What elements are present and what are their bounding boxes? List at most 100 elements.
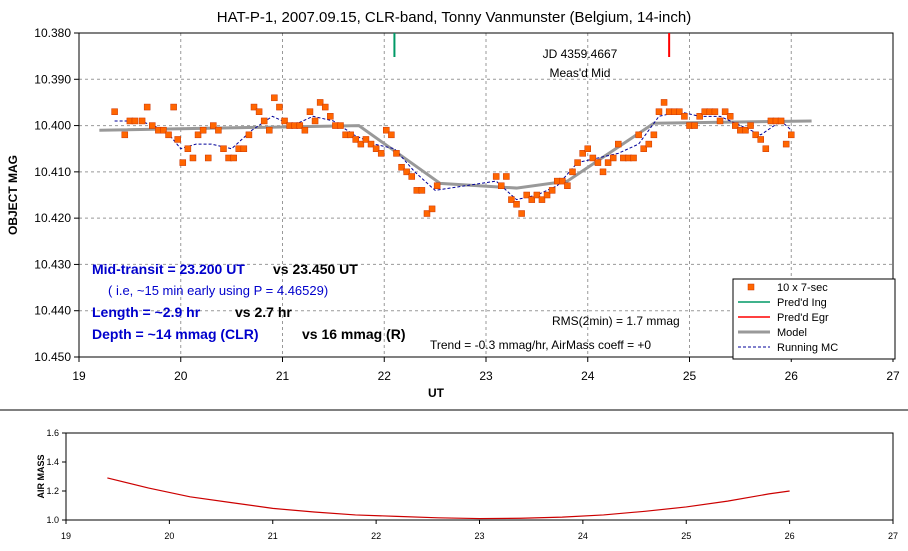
data-point bbox=[311, 117, 319, 125]
data-point bbox=[165, 131, 172, 139]
data-point bbox=[518, 210, 525, 217]
trend-text: Trend = -0.3 mmag/hr, AirMass coeff = +0 bbox=[430, 338, 651, 352]
data-point bbox=[255, 108, 263, 115]
mid-transit-text: Mid-transit = 23.200 UT bbox=[92, 261, 245, 277]
data-point bbox=[681, 113, 688, 120]
data-point bbox=[418, 187, 426, 194]
y-tick-label: 10.430 bbox=[34, 257, 71, 271]
data-point bbox=[788, 131, 795, 139]
data-point bbox=[630, 154, 637, 162]
data-point bbox=[271, 94, 278, 102]
data-point bbox=[301, 126, 309, 134]
data-point bbox=[528, 196, 536, 203]
x-tick-label: 23 bbox=[479, 369, 493, 383]
data-point bbox=[691, 122, 698, 129]
data-point bbox=[732, 122, 739, 129]
data-point bbox=[276, 103, 283, 111]
data-point bbox=[498, 182, 505, 189]
airmass-x-tick-label: 22 bbox=[371, 531, 381, 541]
data-point bbox=[111, 108, 118, 115]
data-point bbox=[281, 117, 288, 125]
legend-label-running: Running MC bbox=[777, 342, 838, 354]
airmass-x-tick-label: 25 bbox=[681, 531, 691, 541]
data-point bbox=[655, 108, 663, 115]
legend-marker-points bbox=[747, 283, 755, 291]
data-point bbox=[711, 108, 719, 115]
y-tick-label: 10.420 bbox=[34, 211, 71, 225]
data-point bbox=[584, 145, 591, 152]
data-point bbox=[752, 131, 759, 139]
chart-title: HAT-P-1, 2007.09.15, CLR-band, Tonny Van… bbox=[217, 9, 691, 26]
x-tick-label: 24 bbox=[581, 369, 595, 383]
data-point bbox=[347, 131, 354, 139]
data-point bbox=[747, 122, 754, 129]
mid-transit-compare: vs 23.450 UT bbox=[273, 261, 358, 277]
data-point bbox=[388, 131, 395, 139]
x-tick-label: 26 bbox=[785, 369, 799, 383]
data-point bbox=[615, 140, 622, 148]
airmass-x-tick-label: 19 bbox=[61, 531, 71, 541]
data-point bbox=[352, 136, 360, 143]
data-point bbox=[149, 122, 156, 129]
data-point bbox=[543, 191, 551, 199]
data-point bbox=[492, 173, 500, 180]
data-point bbox=[650, 131, 658, 139]
y-tick-label: 10.390 bbox=[34, 72, 71, 86]
data-point bbox=[377, 150, 385, 157]
data-point bbox=[716, 117, 724, 125]
early-note: ( i.e, ~15 min early using P = 4.46529) bbox=[108, 283, 328, 298]
data-point bbox=[777, 117, 785, 125]
y-tick-label: 10.380 bbox=[34, 26, 71, 40]
data-point bbox=[726, 113, 734, 120]
data-point bbox=[138, 117, 146, 125]
legend-box bbox=[732, 278, 896, 360]
airmass-chart: 19 20 21 22 23 24 25 26 27 1.0 1.2 1.4 1.6 AIR MASS bbox=[36, 428, 898, 541]
data-point bbox=[676, 108, 683, 115]
airmass-y-tick-label: 1.0 bbox=[46, 515, 59, 525]
data-point bbox=[357, 140, 365, 148]
data-point bbox=[393, 150, 400, 157]
data-point bbox=[433, 182, 441, 189]
data-point bbox=[160, 126, 167, 134]
y-tick-label: 10.450 bbox=[34, 350, 71, 364]
data-point bbox=[762, 145, 770, 152]
data-point bbox=[179, 159, 187, 166]
x-tick-label: 19 bbox=[72, 369, 86, 383]
data-point bbox=[635, 131, 642, 139]
data-point bbox=[266, 126, 273, 134]
data-point bbox=[757, 136, 764, 143]
data-point bbox=[721, 108, 729, 115]
data-point bbox=[199, 126, 207, 134]
data-point bbox=[599, 168, 607, 176]
running-mc-line bbox=[114, 111, 792, 201]
airmass-frame bbox=[65, 432, 894, 521]
data-point bbox=[604, 159, 612, 166]
airmass-x-tick-label: 20 bbox=[164, 531, 174, 541]
data-point bbox=[230, 154, 237, 162]
data-point bbox=[250, 103, 258, 111]
data-point bbox=[204, 154, 212, 162]
data-point bbox=[316, 99, 324, 106]
data-point bbox=[174, 136, 181, 143]
x-tick-label: 25 bbox=[683, 369, 697, 383]
x-tick-label: 22 bbox=[378, 369, 392, 383]
data-point bbox=[574, 159, 581, 166]
data-point bbox=[533, 191, 541, 199]
x-tick-label: 21 bbox=[276, 369, 290, 383]
x-axis-label: UT bbox=[428, 386, 445, 400]
data-point bbox=[589, 154, 597, 162]
depth-text: Depth = ~14 mmag (CLR) bbox=[92, 326, 258, 342]
data-point bbox=[121, 131, 129, 139]
data-point bbox=[296, 122, 304, 129]
airmass-y-tick-label: 1.2 bbox=[46, 486, 59, 496]
airmass-curve bbox=[107, 477, 790, 520]
data-point bbox=[372, 145, 380, 152]
y-tick-label: 10.410 bbox=[34, 165, 71, 179]
data-point bbox=[742, 126, 749, 134]
airmass-y-axis-label: AIR MASS bbox=[36, 454, 46, 498]
data-point bbox=[215, 126, 222, 134]
data-point bbox=[513, 201, 520, 208]
x-tick-label: 27 bbox=[886, 369, 900, 383]
data-point bbox=[362, 136, 370, 143]
